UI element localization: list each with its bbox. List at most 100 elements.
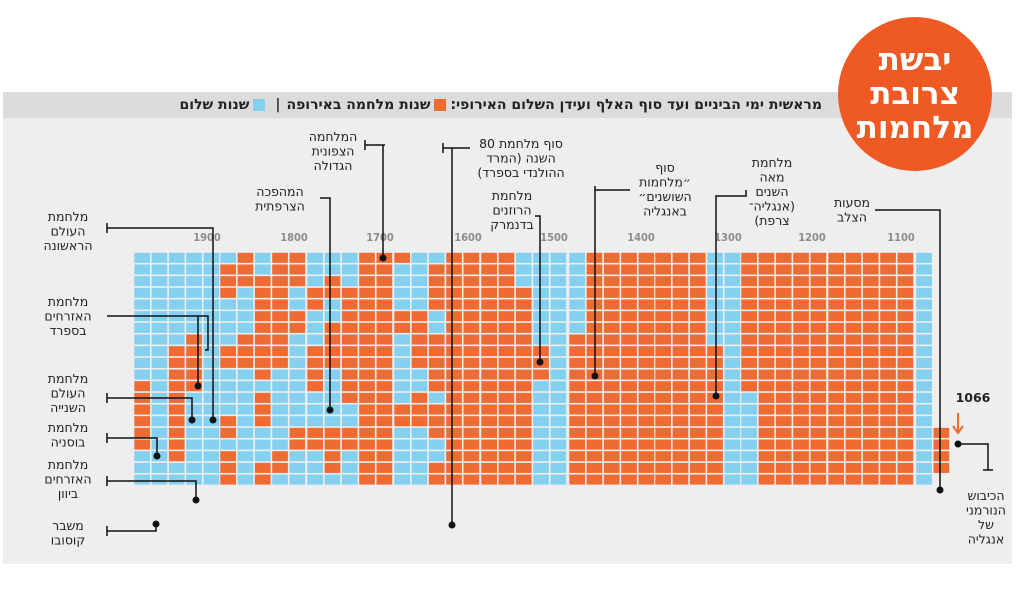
year-cell <box>758 404 775 415</box>
year-cell <box>411 287 428 298</box>
year-cell <box>254 264 271 275</box>
year-cell <box>689 334 706 345</box>
year-cell <box>307 392 323 403</box>
year-cell <box>134 427 150 438</box>
year-cell <box>254 357 271 368</box>
year-cell <box>672 404 689 415</box>
year-cell <box>603 474 620 485</box>
year-cell <box>151 474 168 485</box>
year-cell <box>741 369 757 380</box>
year-cell <box>168 439 185 450</box>
year-cell <box>724 334 741 345</box>
year-cell <box>151 276 168 287</box>
year-cell <box>272 346 288 357</box>
year-cell <box>916 299 932 310</box>
year-cell <box>707 381 723 392</box>
year-cell <box>741 427 757 438</box>
year-cell <box>586 474 603 485</box>
year-cell <box>186 334 202 345</box>
year-cell <box>237 451 254 462</box>
year-cell <box>254 252 271 263</box>
century-tick: 1900 <box>193 231 221 244</box>
year-cell <box>828 392 844 403</box>
year-cell <box>758 416 775 427</box>
year-cell <box>446 427 462 438</box>
year-cell <box>638 404 655 415</box>
year-cell <box>168 287 185 298</box>
year-cell <box>933 451 950 462</box>
year-cell <box>428 462 445 473</box>
year-cell <box>533 427 549 438</box>
year-cell <box>237 427 254 438</box>
year-cell <box>134 404 150 415</box>
year-cell <box>463 451 480 462</box>
year-cell <box>655 334 671 345</box>
year-cell <box>289 416 306 427</box>
year-cell <box>324 392 341 403</box>
year-cell <box>550 276 567 287</box>
year-cell <box>638 287 655 298</box>
year-cell <box>880 299 896 310</box>
year-cell <box>533 439 549 450</box>
year-cell <box>307 369 323 380</box>
year-cell <box>411 369 428 380</box>
year-cell <box>603 311 620 322</box>
year-cell <box>672 392 689 403</box>
year-cell <box>724 322 741 333</box>
year-cell <box>916 451 932 462</box>
annotation-dot <box>379 254 387 262</box>
annotation-line: מלחמת <box>48 457 88 472</box>
year-cell <box>775 276 792 287</box>
year-cell <box>724 404 741 415</box>
year-cell <box>621 392 637 403</box>
year-cell <box>341 416 358 427</box>
year-cell <box>689 357 706 368</box>
year-cell <box>793 381 809 392</box>
year-cell <box>758 322 775 333</box>
year-cell <box>220 474 236 485</box>
annotation-dot <box>712 392 720 400</box>
year-cell <box>481 392 497 403</box>
year-cell <box>707 322 723 333</box>
annotation-line: אנגליה <box>968 532 1005 547</box>
year-cell <box>168 462 185 473</box>
year-cell <box>341 439 358 450</box>
year-cell <box>862 404 879 415</box>
year-cell <box>569 299 585 310</box>
year-cell <box>289 357 306 368</box>
year-cell <box>168 369 185 380</box>
year-cell <box>220 416 236 427</box>
year-cell <box>845 392 862 403</box>
year-cell <box>515 369 532 380</box>
year-cell <box>324 451 341 462</box>
year-cell <box>550 264 567 275</box>
year-cell <box>638 427 655 438</box>
year-cell <box>810 427 827 438</box>
year-cell <box>307 404 323 415</box>
year-cell <box>289 439 306 450</box>
year-cell <box>515 299 532 310</box>
year-cell <box>272 334 288 345</box>
year-cell <box>498 439 515 450</box>
year-cell <box>134 346 150 357</box>
year-cell <box>186 346 202 357</box>
year-cell <box>707 334 723 345</box>
year-cell <box>463 357 480 368</box>
year-cell <box>481 322 497 333</box>
year-cell <box>689 276 706 287</box>
year-cell <box>758 264 775 275</box>
year-cell <box>341 252 358 263</box>
year-cell <box>411 357 428 368</box>
year-cell <box>533 276 549 287</box>
year-cell <box>394 462 410 473</box>
year-cell <box>689 311 706 322</box>
year-cell <box>254 381 271 392</box>
year-cell <box>845 369 862 380</box>
year-cell <box>793 462 809 473</box>
year-cell <box>341 462 358 473</box>
year-cell <box>203 299 220 310</box>
year-cell <box>446 276 462 287</box>
year-cell <box>272 474 288 485</box>
year-cell <box>638 392 655 403</box>
year-cell <box>359 451 375 462</box>
